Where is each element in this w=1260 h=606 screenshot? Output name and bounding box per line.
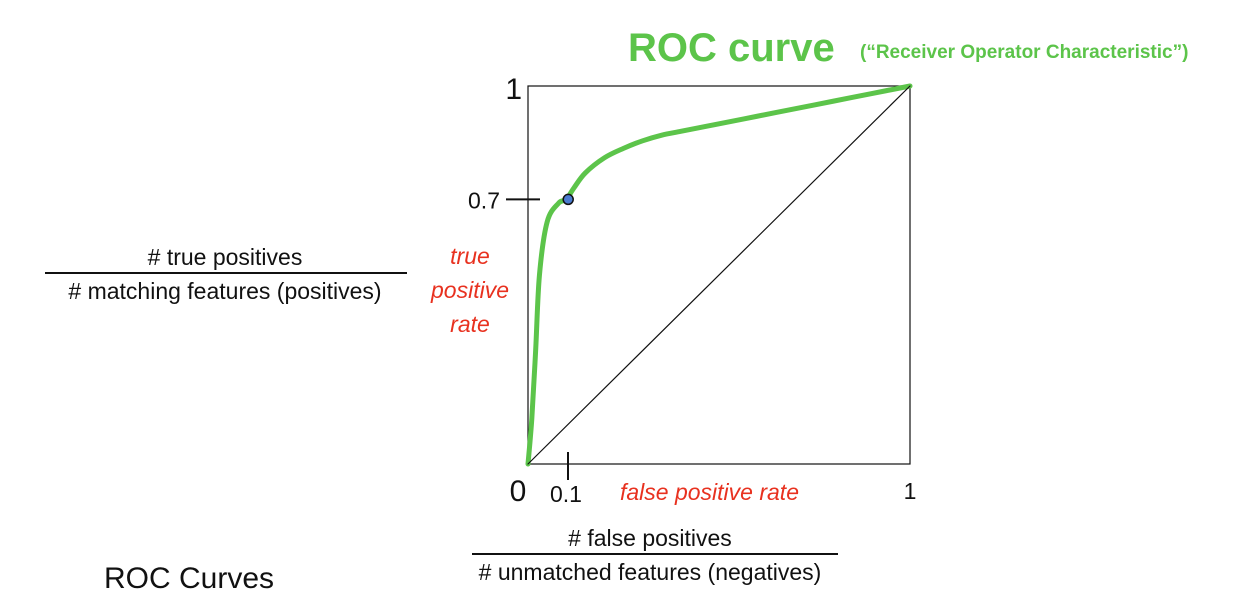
highlight-point (562, 193, 574, 206)
y-axis-label-line-1: true (450, 243, 490, 269)
slide-footer-title: ROC Curves (104, 562, 275, 595)
diagonal-reference-line (527, 85, 911, 465)
x-tick-label-1: 1 (904, 478, 917, 504)
roc-curve-line (525, 83, 913, 467)
plot-frame (527, 85, 911, 465)
y-tick-label-0-7: 0.7 (468, 187, 500, 213)
x-definition-fraction-bar (472, 553, 838, 555)
x-axis-label: false positive rate (620, 479, 799, 505)
y-definition-numerator: # true positives (147, 244, 303, 270)
y-axis-label-line-3: rate (450, 311, 490, 337)
y-definition-denominator: # matching features (positives) (68, 278, 382, 304)
y-axis-label-line-2: positive (431, 277, 509, 303)
x-tick-label-0: 0 (510, 475, 527, 508)
x-definition-numerator: # false positives (568, 525, 732, 551)
chart-subtitle: (“Receiver Operator Characteristic”) (860, 42, 1189, 63)
y-tick-label-1: 1 (505, 73, 522, 106)
x-definition-denominator: # unmatched features (negatives) (478, 559, 822, 585)
x-tick-label-0-1: 0.1 (550, 481, 582, 507)
chart-title: ROC curve (628, 26, 835, 70)
y-definition-fraction-bar (45, 272, 407, 274)
